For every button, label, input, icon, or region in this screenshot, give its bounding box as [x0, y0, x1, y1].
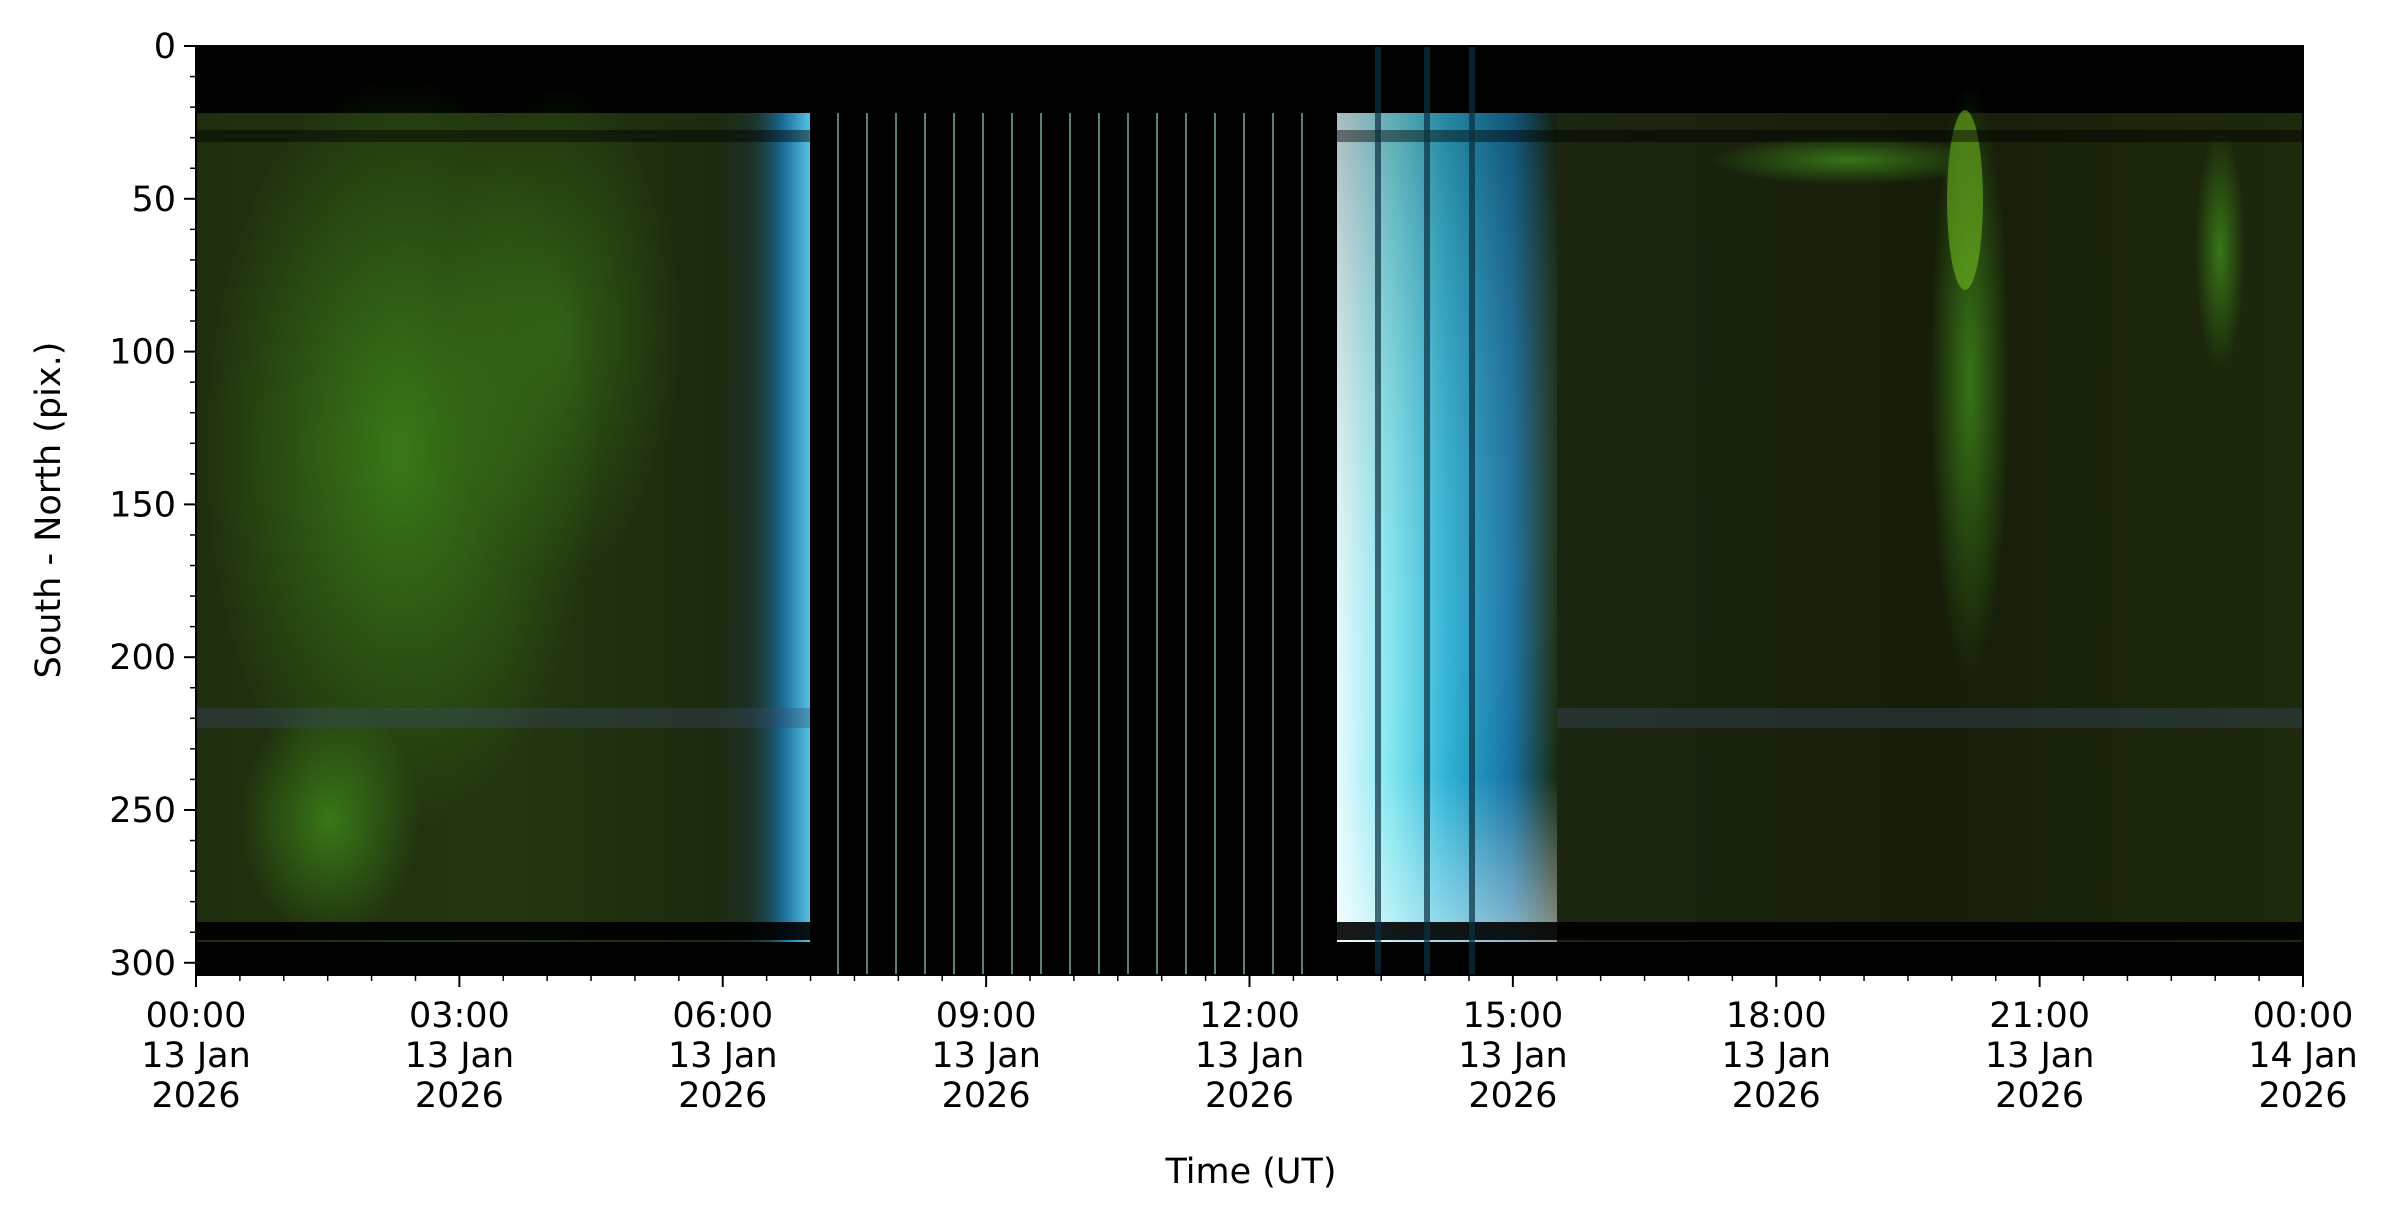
aurora-glow — [1710, 135, 1990, 185]
aurora-glow — [2195, 130, 2245, 370]
twilight-band — [1337, 113, 1557, 942]
x-tick-label: 21:00 13 Jan 2026 — [1985, 996, 2095, 1116]
y-tick-label: 150 — [109, 485, 176, 525]
y-tick-label: 100 — [109, 333, 176, 373]
y-axis-label: South - North (pix.) — [29, 342, 69, 679]
image-streaks — [837, 46, 1475, 975]
aurora-glow — [240, 700, 420, 940]
y-tick-label: 250 — [109, 791, 176, 831]
x-tick-label: 18:00 13 Jan 2026 — [1721, 996, 1831, 1116]
aurora-glow — [440, 80, 680, 580]
x-tick-label: 03:00 13 Jan 2026 — [405, 996, 515, 1116]
twilight-band — [740, 113, 812, 942]
x-tick-label: 00:00 14 Jan 2026 — [2248, 996, 2358, 1116]
image-night-gap — [810, 46, 1337, 975]
x-axis-label: Time (UT) — [1164, 1152, 1336, 1192]
x-tick-label: 00:00 13 Jan 2026 — [141, 996, 251, 1116]
image-band — [196, 708, 810, 728]
y-tick-label: 200 — [109, 638, 176, 678]
image-band — [1557, 708, 2303, 728]
y-tick-label: 50 — [131, 180, 176, 220]
x-tick-label: 09:00 13 Jan 2026 — [931, 996, 1041, 1116]
x-tick-label: 12:00 13 Jan 2026 — [1195, 996, 1305, 1116]
x-tick-label: 15:00 13 Jan 2026 — [1458, 996, 1568, 1116]
x-tick-label: 06:00 13 Jan 2026 — [668, 996, 778, 1116]
y-tick-label: 0 — [154, 27, 176, 67]
keogram-image — [196, 46, 2303, 975]
y-tick-label: 300 — [109, 944, 176, 984]
image-region — [1557, 113, 2303, 942]
